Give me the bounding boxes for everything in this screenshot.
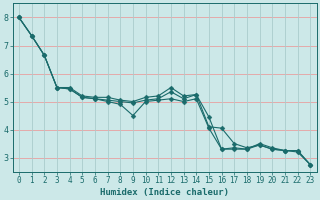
X-axis label: Humidex (Indice chaleur): Humidex (Indice chaleur): [100, 188, 229, 197]
